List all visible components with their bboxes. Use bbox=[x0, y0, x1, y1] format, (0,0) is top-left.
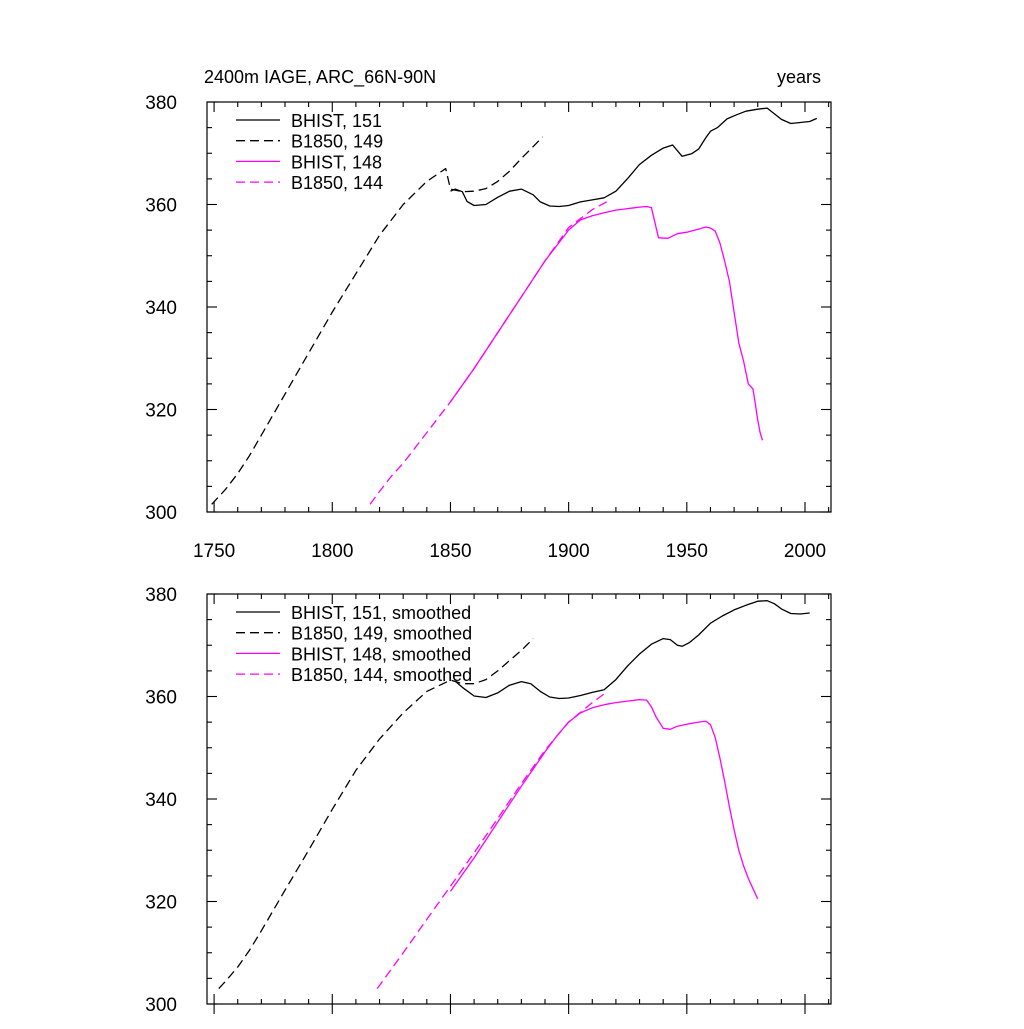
series-line-3 bbox=[449, 698, 759, 900]
legend-label: BHIST, 151 bbox=[291, 111, 382, 131]
series-line-1 bbox=[450, 107, 818, 208]
y-tick-label: 380 bbox=[145, 93, 177, 114]
x-tick-label: 2000 bbox=[784, 541, 826, 562]
legend-label: B1850, 149 bbox=[291, 132, 383, 152]
y-tick-label: 320 bbox=[145, 401, 177, 422]
y-tick-label: 300 bbox=[145, 503, 177, 524]
legend-label: BHIST, 148, smoothed bbox=[291, 644, 471, 664]
series-line-2 bbox=[211, 136, 544, 505]
y-tick-label: 360 bbox=[145, 688, 177, 709]
legend-label: BHIST, 151, smoothed bbox=[291, 603, 471, 623]
y-tick-label: 360 bbox=[145, 196, 177, 217]
series-line-2 bbox=[218, 638, 534, 990]
x-tick-label: 1950 bbox=[666, 541, 708, 562]
x-tick-label: 1800 bbox=[311, 541, 353, 562]
chart-panel-1: 300 320 340 360 380 1750 1800 1850 1900 1950 2000 2… bbox=[145, 67, 832, 562]
y-tick-label: 300 bbox=[145, 995, 177, 1016]
y-tick-label: 340 bbox=[145, 298, 177, 319]
legend-label: B1850, 149, smoothed bbox=[291, 624, 472, 644]
y-tick-label: 380 bbox=[145, 585, 177, 606]
legend-label: B1850, 144, smoothed bbox=[291, 665, 472, 685]
series-line-3 bbox=[449, 205, 764, 441]
series-line-4 bbox=[376, 693, 605, 989]
legend-label: BHIST, 148 bbox=[291, 152, 382, 172]
chart-units: years bbox=[777, 67, 821, 87]
series-line-4 bbox=[369, 198, 612, 505]
y-tick-label: 320 bbox=[145, 893, 177, 914]
x-tick-label: 1850 bbox=[429, 541, 471, 562]
y-tick-label: 340 bbox=[145, 790, 177, 811]
x-tick-label: 1750 bbox=[193, 541, 235, 562]
x-tick-label: 1900 bbox=[547, 541, 589, 562]
series-line-1 bbox=[454, 600, 810, 700]
chart-title: 2400m IAGE, ARC_66N-90N bbox=[204, 67, 436, 88]
legend-label: B1850, 144 bbox=[291, 173, 383, 193]
